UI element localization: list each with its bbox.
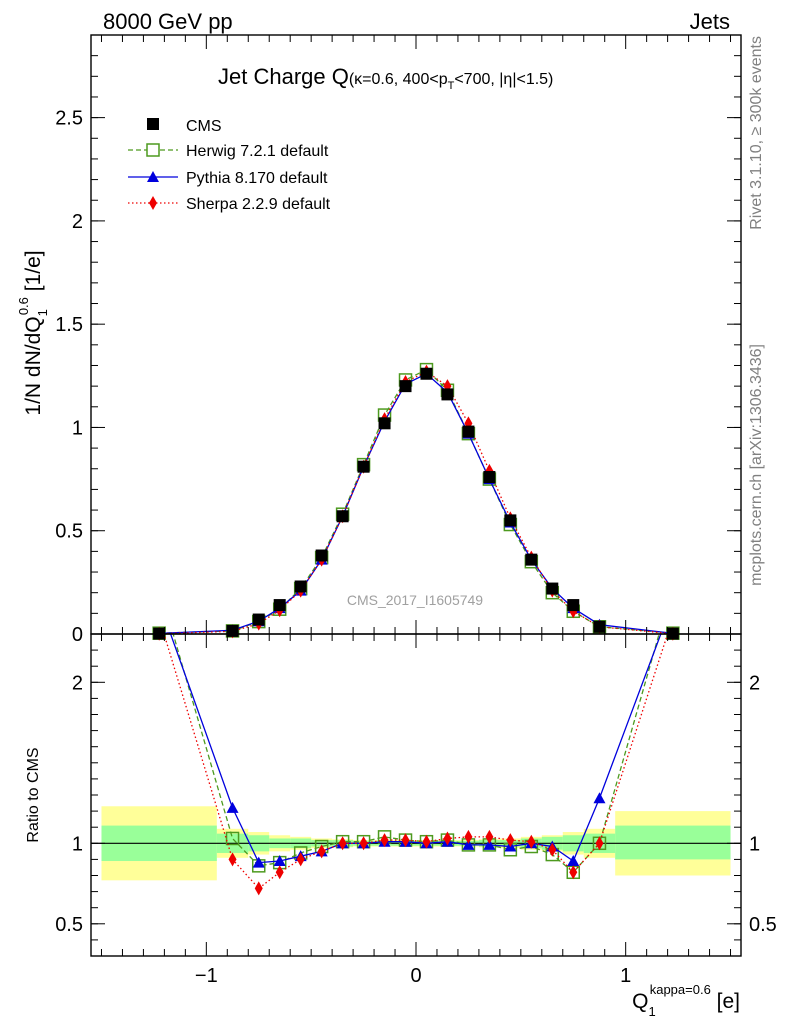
main-cms-point (525, 553, 538, 566)
main-cms-point (336, 510, 349, 523)
ratio-pythia-point (252, 856, 265, 868)
main-cms-point (483, 471, 496, 484)
header-process: Jets (690, 9, 730, 34)
ratio-sherpa-point (595, 836, 604, 851)
ratio-ytick-label-right: 0.5 (749, 914, 777, 936)
legend-sherpa-marker (149, 196, 157, 210)
main-title-sub: (κ=0.6, 400<p (349, 71, 448, 88)
ratio-ytick-label: 1 (72, 833, 83, 855)
ratio-series-group (163, 634, 669, 896)
main-ylabel-sup: 0.6 (16, 297, 31, 315)
main-title-sub-end: <700, |η|<1.5) (454, 71, 553, 88)
legend-sherpa-label: Sherpa 2.2.9 default (186, 196, 331, 213)
ratio-pythia-point (226, 801, 239, 813)
main-cms-point (462, 425, 475, 438)
main-series-group (152, 362, 680, 641)
ratio-sherpa-point (527, 834, 536, 849)
main-ytick-label: 0 (72, 624, 83, 646)
ratio-sherpa-line (163, 634, 669, 890)
main-cms-point (399, 380, 412, 393)
x-label-unit: [e] (711, 990, 740, 1013)
main-cms-point (378, 417, 391, 430)
main-cms-point (593, 620, 606, 633)
legend-herwig-marker (146, 143, 160, 157)
ratio-sherpa-point (443, 831, 452, 846)
ratio-sherpa-point (317, 844, 326, 859)
main-cms-point (315, 549, 328, 562)
main-cms-point (441, 388, 454, 401)
ratio-herwig-point (225, 831, 240, 846)
header-energy: 8000 GeV pp (103, 9, 233, 34)
x-tick-label: 1 (620, 965, 631, 987)
main-cms-point (546, 582, 559, 595)
x-axis-label: Q1 kappa=0.6 [e] (632, 982, 740, 1019)
legend-cms-label: CMS (186, 118, 222, 135)
main-ylabel-text: 1/N dN/dQ (22, 316, 45, 415)
ratio-sherpa-point (464, 829, 473, 844)
main-cms-point (567, 599, 580, 612)
ratio-pythia-point (567, 855, 580, 867)
ratio-sherpa-point (569, 865, 578, 880)
x-label-text: Q (632, 990, 648, 1013)
ratio-sherpa-point (485, 829, 494, 844)
legend-herwig-label: Herwig 7.2.1 default (186, 143, 329, 160)
ratio-bands-group (91, 806, 741, 881)
x-tick-label: −1 (195, 965, 218, 987)
ratio-sherpa-point (506, 833, 515, 848)
main-cms-point (357, 460, 370, 473)
ratio-sherpa-point (275, 865, 284, 880)
main-cms-point (252, 613, 265, 626)
legend: CMS Herwig 7.2.1 default Pythia 8.170 de… (128, 118, 331, 213)
ratio-pythia-point (462, 838, 475, 850)
main-ytick-label: 1 (72, 417, 83, 439)
ratio-sherpa-point (359, 836, 368, 851)
ratio-band-inner (615, 825, 731, 860)
main-cms-point (226, 624, 239, 637)
x-label-sub: 1 (648, 1004, 655, 1019)
main-ytick-label: 2.5 (55, 108, 83, 130)
ratio-sherpa-point (380, 833, 389, 848)
ratio-pythia-line (169, 634, 662, 864)
main-ytick-label: 0.5 (55, 521, 83, 543)
main-title: Jet Charge Q(κ=0.6, 400<pT<700, |η|<1.5) (218, 64, 553, 92)
ratio-ytick-label-right: 2 (749, 672, 760, 694)
ratio-pythia-point (483, 838, 496, 850)
ratio-sherpa-point (228, 852, 237, 867)
legend-cms-marker (147, 118, 159, 130)
x-tick-label: 0 (410, 965, 421, 987)
main-axes: 0 0.5 1 1.5 2 2.5 (55, 34, 741, 646)
main-ylabel-sub: 1 (35, 309, 50, 316)
ratio-pythia-point (593, 792, 606, 804)
mcplots-label: mcplots.cern.ch [arXiv:1306.3436] (748, 344, 765, 586)
main-ytick-label: 2 (72, 211, 83, 233)
x-label-sup: kappa=0.6 (650, 982, 711, 997)
ratio-sherpa-point (296, 852, 305, 867)
ratio-ytick-label: 2 (72, 672, 83, 694)
ratio-clipped (163, 634, 669, 896)
main-title-sub-t: T (448, 80, 455, 92)
ratio-ytick-label: 0.5 (55, 914, 83, 936)
legend-pythia-marker (147, 171, 159, 182)
ratio-ytick-label-right: 1 (749, 833, 760, 855)
main-cms-point (504, 514, 517, 527)
analysis-watermark: CMS_2017_I1605749 (347, 592, 483, 608)
ratio-sherpa-point (338, 836, 347, 851)
ratio-sherpa-point (254, 881, 263, 896)
main-ylabel: 1/N dN/dQ1 0.6 [1/e] (16, 250, 50, 415)
main-cms-point (273, 599, 286, 612)
main-ylabel-unit: [1/e] (22, 250, 45, 297)
main-ytick-label: 1.5 (55, 314, 83, 336)
main-cms-point (420, 367, 433, 380)
ratio-sherpa-point (401, 833, 410, 848)
ratio-axes: 0.5 0.5 1 1 2 2 −1 0 1 (55, 634, 777, 987)
ratio-sherpa-point (548, 842, 557, 857)
ratio-sherpa-point (422, 834, 431, 849)
rivet-label: Rivet 3.1.10, ≥ 300k events (748, 36, 765, 230)
legend-pythia-label: Pythia 8.170 default (186, 170, 328, 187)
ratio-ylabel: Ratio to CMS (25, 747, 42, 842)
main-cms-point (294, 580, 307, 593)
main-title-text: Jet Charge Q (218, 64, 349, 89)
ratio-pythia-point (273, 855, 286, 867)
